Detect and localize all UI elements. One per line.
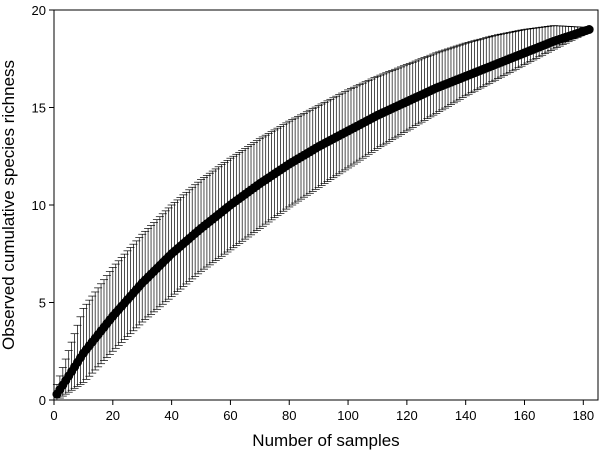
x-tick-label: 100 bbox=[337, 408, 359, 423]
x-axis-title: Number of samples bbox=[252, 431, 399, 450]
x-tick-label: 40 bbox=[164, 408, 178, 423]
x-tick-label: 120 bbox=[396, 408, 418, 423]
x-tick-label: 60 bbox=[223, 408, 237, 423]
x-tick-label: 20 bbox=[106, 408, 120, 423]
x-tick-label: 140 bbox=[455, 408, 477, 423]
y-tick-label: 20 bbox=[32, 3, 46, 18]
y-axis-ticks: 0 5 10 15 20 bbox=[32, 3, 54, 408]
data-points bbox=[52, 25, 594, 399]
x-axis-ticks: 0 20 40 60 80 100 120 140 160 180 bbox=[50, 400, 594, 423]
x-tick-label: 80 bbox=[282, 408, 296, 423]
y-tick-label: 0 bbox=[39, 393, 46, 408]
data-point bbox=[584, 25, 594, 34]
error-bars bbox=[52, 25, 594, 401]
x-tick-label: 0 bbox=[50, 408, 57, 423]
x-tick-label: 180 bbox=[572, 408, 594, 423]
plot-frame bbox=[53, 9, 599, 401]
y-tick-label: 15 bbox=[32, 101, 46, 116]
y-tick-label: 5 bbox=[39, 296, 46, 311]
y-tick-label: 10 bbox=[32, 198, 46, 213]
x-tick-label: 160 bbox=[514, 408, 536, 423]
y-axis-title: Observed cumulative species richness bbox=[0, 60, 18, 350]
